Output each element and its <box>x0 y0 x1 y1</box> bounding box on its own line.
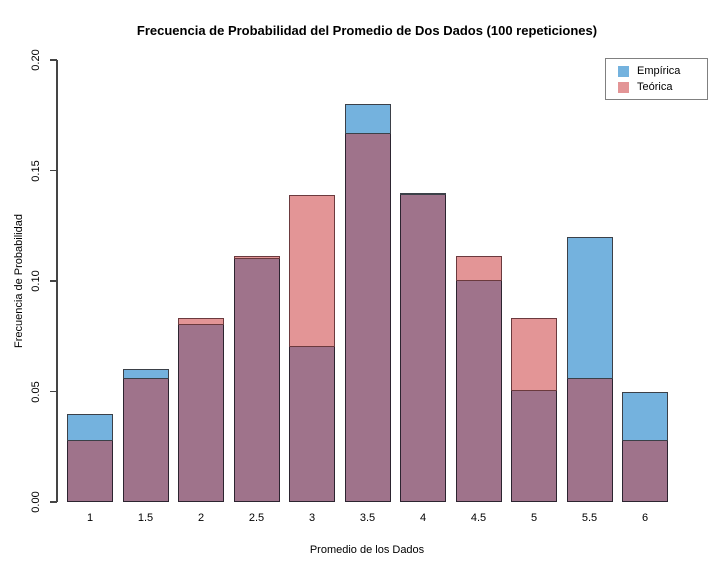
legend-swatch-icon <box>618 65 629 77</box>
x-tick-label: 5.5 <box>581 512 598 524</box>
bar-top-segment-Empírica <box>622 391 668 441</box>
x-tick-label: 4 <box>419 512 427 524</box>
chart-title: Frecuencia de Probabilidad del Promedio … <box>136 23 598 38</box>
bar-overlap-segment <box>233 258 280 502</box>
y-tick-mark <box>50 169 57 172</box>
bar-1 <box>67 413 113 502</box>
x-tick-label: 1 <box>86 512 94 524</box>
legend-item: Empírica <box>618 65 707 78</box>
bar-overlap-segment <box>178 325 224 502</box>
bar-overlap-segment <box>344 133 391 502</box>
x-tick-label: 3.5 <box>359 512 376 524</box>
y-tick-mark <box>50 59 57 61</box>
bar-3.5 <box>344 104 391 502</box>
bar-6 <box>622 391 668 503</box>
bar-5 <box>511 317 557 502</box>
y-tick-mark <box>50 501 57 503</box>
legend-swatch-icon <box>618 81 629 93</box>
bar-overlap-segment <box>67 440 113 502</box>
bar-overlap-segment <box>122 379 169 502</box>
x-tick-label: 6 <box>641 512 649 524</box>
legend-label: Teórica <box>637 80 673 93</box>
x-tick-label: 2 <box>197 512 205 524</box>
bar-top-segment-Empírica <box>400 192 446 196</box>
bar-overlap-segment <box>455 280 502 502</box>
bar-top-segment-Teórica <box>233 256 280 259</box>
y-tick-label: 0.15 <box>30 159 42 182</box>
x-tick-label: 1.5 <box>137 512 154 524</box>
y-tick-label: 0.05 <box>30 380 42 403</box>
x-axis-title: Promedio de los Dados <box>309 544 425 556</box>
legend-label: Empírica <box>637 64 681 77</box>
bar-top-segment-Empírica <box>67 413 113 441</box>
legend-item: Teórica <box>618 81 707 94</box>
bar-top-segment-Empírica <box>344 104 391 134</box>
x-tick-label: 4.5 <box>470 512 487 524</box>
x-tick-label: 5 <box>530 512 538 524</box>
y-tick-label: 0.20 <box>30 49 42 71</box>
bar-5.5 <box>566 236 613 502</box>
y-tick-label: 0.00 <box>30 491 42 513</box>
bar-overlap-segment <box>566 379 613 502</box>
bar-top-segment-Empírica <box>122 369 169 380</box>
y-axis-title: Frecuencia de Probabilidad <box>13 214 25 348</box>
bar-3 <box>289 195 335 502</box>
bar-4.5 <box>455 256 502 502</box>
bar-4 <box>400 192 446 502</box>
bar-2.5 <box>233 256 280 502</box>
x-tick-label: 2.5 <box>248 512 265 524</box>
bar-2 <box>178 317 224 502</box>
bar-overlap-segment <box>289 347 335 502</box>
bar-overlap-segment <box>400 195 446 502</box>
legend: Empírica Teórica <box>605 58 708 100</box>
bar-top-segment-Teórica <box>289 195 335 348</box>
bar-top-segment-Teórica <box>178 317 224 326</box>
y-tick-mark <box>50 390 57 393</box>
bar-top-segment-Empírica <box>566 236 613 380</box>
x-tick-label: 3 <box>308 512 316 524</box>
bar-overlap-segment <box>511 391 557 502</box>
y-tick-label: 0.10 <box>30 270 42 292</box>
y-tick-mark <box>50 280 57 282</box>
bar-top-segment-Teórica <box>511 317 557 392</box>
bar-overlap-segment <box>622 440 668 502</box>
bar-top-segment-Teórica <box>455 256 502 281</box>
bar-1.5 <box>122 369 169 502</box>
